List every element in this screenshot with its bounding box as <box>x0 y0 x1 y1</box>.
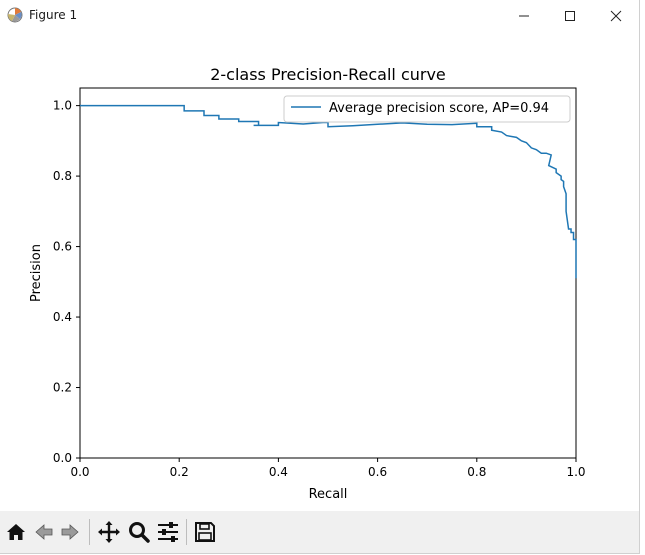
close-button[interactable] <box>593 0 639 32</box>
home-icon <box>7 524 25 540</box>
forward-button[interactable] <box>57 519 83 545</box>
zoom-button[interactable] <box>126 519 152 545</box>
close-icon <box>610 10 622 22</box>
toolbar-separator <box>89 519 90 545</box>
x-tick-label: 0.4 <box>269 465 288 479</box>
x-axis-label: Recall <box>309 487 348 502</box>
y-tick-label: 0.8 <box>53 169 72 183</box>
legend-box <box>283 95 571 123</box>
y-tick-label: 0.0 <box>53 451 72 465</box>
zoom-icon <box>129 522 150 543</box>
pan-button[interactable] <box>96 519 122 545</box>
axes-frame <box>79 87 577 459</box>
x-tick-label: 0.2 <box>170 465 189 479</box>
matplotlib-logo-icon <box>7 7 23 23</box>
precision-recall-curve <box>80 104 577 279</box>
save-button[interactable] <box>192 519 218 545</box>
legend: Average precision score, AP=0.94 <box>283 95 571 123</box>
legend-label: Average precision score, AP=0.94 <box>329 101 549 116</box>
y-tick-label: 0.2 <box>53 381 72 395</box>
y-axis-ticks: 0.0 0.2 0.4 0.6 0.8 1.0 <box>53 99 80 465</box>
configure-subplots-icon <box>158 522 178 542</box>
plot-canvas[interactable]: 2-class Precision-Recall curve 0.0 0.2 0.4… <box>0 32 639 510</box>
x-tick-label: 1.0 <box>566 465 585 479</box>
navigation-toolbar <box>0 511 639 553</box>
back-button[interactable] <box>31 519 57 545</box>
maximize-icon <box>565 11 575 21</box>
chart-title: 2-class Precision-Recall curve <box>210 65 446 84</box>
back-arrow-icon <box>35 524 53 540</box>
title-bar: Figure 1 <box>0 0 639 32</box>
pan-icon <box>98 521 120 543</box>
window-title: Figure 1 <box>29 8 78 22</box>
x-tick-label: 0.0 <box>70 465 89 479</box>
configure-subplots-button[interactable] <box>155 519 181 545</box>
y-tick-label: 1.0 <box>53 99 72 113</box>
home-button[interactable] <box>3 519 29 545</box>
x-tick-label: 0.6 <box>368 465 387 479</box>
x-tick-label: 0.8 <box>467 465 486 479</box>
y-tick-label: 0.4 <box>53 310 72 324</box>
x-axis-ticks: 0.0 0.2 0.4 0.6 0.8 1.0 <box>70 458 586 479</box>
maximize-button[interactable] <box>547 0 593 32</box>
minimize-icon <box>519 15 529 17</box>
y-axis-label: Precision <box>29 244 44 302</box>
toolbar-separator <box>186 519 187 545</box>
save-icon <box>195 522 215 542</box>
y-tick-label: 0.6 <box>53 240 72 254</box>
forward-arrow-icon <box>61 524 79 540</box>
minimize-button[interactable] <box>501 0 547 32</box>
